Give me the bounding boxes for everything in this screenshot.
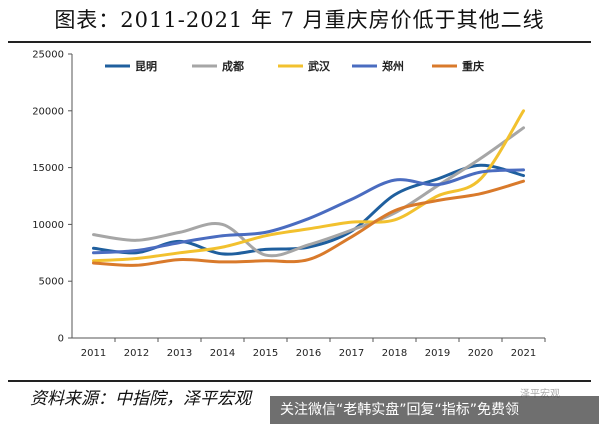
x-tick-label: 2018 <box>382 348 407 359</box>
source-rule <box>8 380 591 382</box>
watermark-logo: 泽平宏观 <box>520 389 560 400</box>
legend-label: 成都 <box>222 59 244 73</box>
legend-label: 昆明 <box>135 60 157 73</box>
series-line-武汉 <box>92 109 525 263</box>
legend-label: 武汉 <box>308 59 331 73</box>
watermark-banner: 关注微信“老韩实盘”回复“指标”免费领 <box>270 396 599 424</box>
y-tick-label: 0 <box>58 334 64 345</box>
x-tick-label: 2016 <box>296 348 321 359</box>
y-tick-label: 5000 <box>39 277 64 288</box>
line-chart: 0 5000 10000 15000 20000 25000 2011 2012 2013 201… <box>32 50 546 359</box>
x-tick-label: 2017 <box>339 348 364 359</box>
x-tick-label: 2021 <box>511 348 536 359</box>
y-tick-label: 10000 <box>32 220 64 231</box>
y-tick-label: 20000 <box>32 106 64 117</box>
title-rule <box>8 41 591 43</box>
x-tick-label: 2011 <box>81 348 106 359</box>
series-line-成都 <box>92 126 525 258</box>
y-tick-label: 25000 <box>32 50 64 61</box>
x-tick-label: 2014 <box>210 348 235 359</box>
x-tick-label: 2012 <box>124 348 149 359</box>
x-tick-label: 2019 <box>425 348 450 359</box>
source-note: 资料来源：中指院，泽平宏观 <box>30 389 251 409</box>
x-tick-label: 2020 <box>468 348 493 359</box>
series-line-郑州 <box>92 168 525 255</box>
chart-title: 图表：2011-2021 年 7 月重庆房价低于其他二线 <box>54 8 545 32</box>
x-tick-label: 2015 <box>253 348 278 359</box>
legend-label: 郑州 <box>382 59 404 73</box>
y-tick-label: 15000 <box>32 163 64 174</box>
x-tick-label: 2013 <box>167 348 192 359</box>
series-line-重庆 <box>92 179 525 267</box>
legend-label: 重庆 <box>462 59 484 73</box>
